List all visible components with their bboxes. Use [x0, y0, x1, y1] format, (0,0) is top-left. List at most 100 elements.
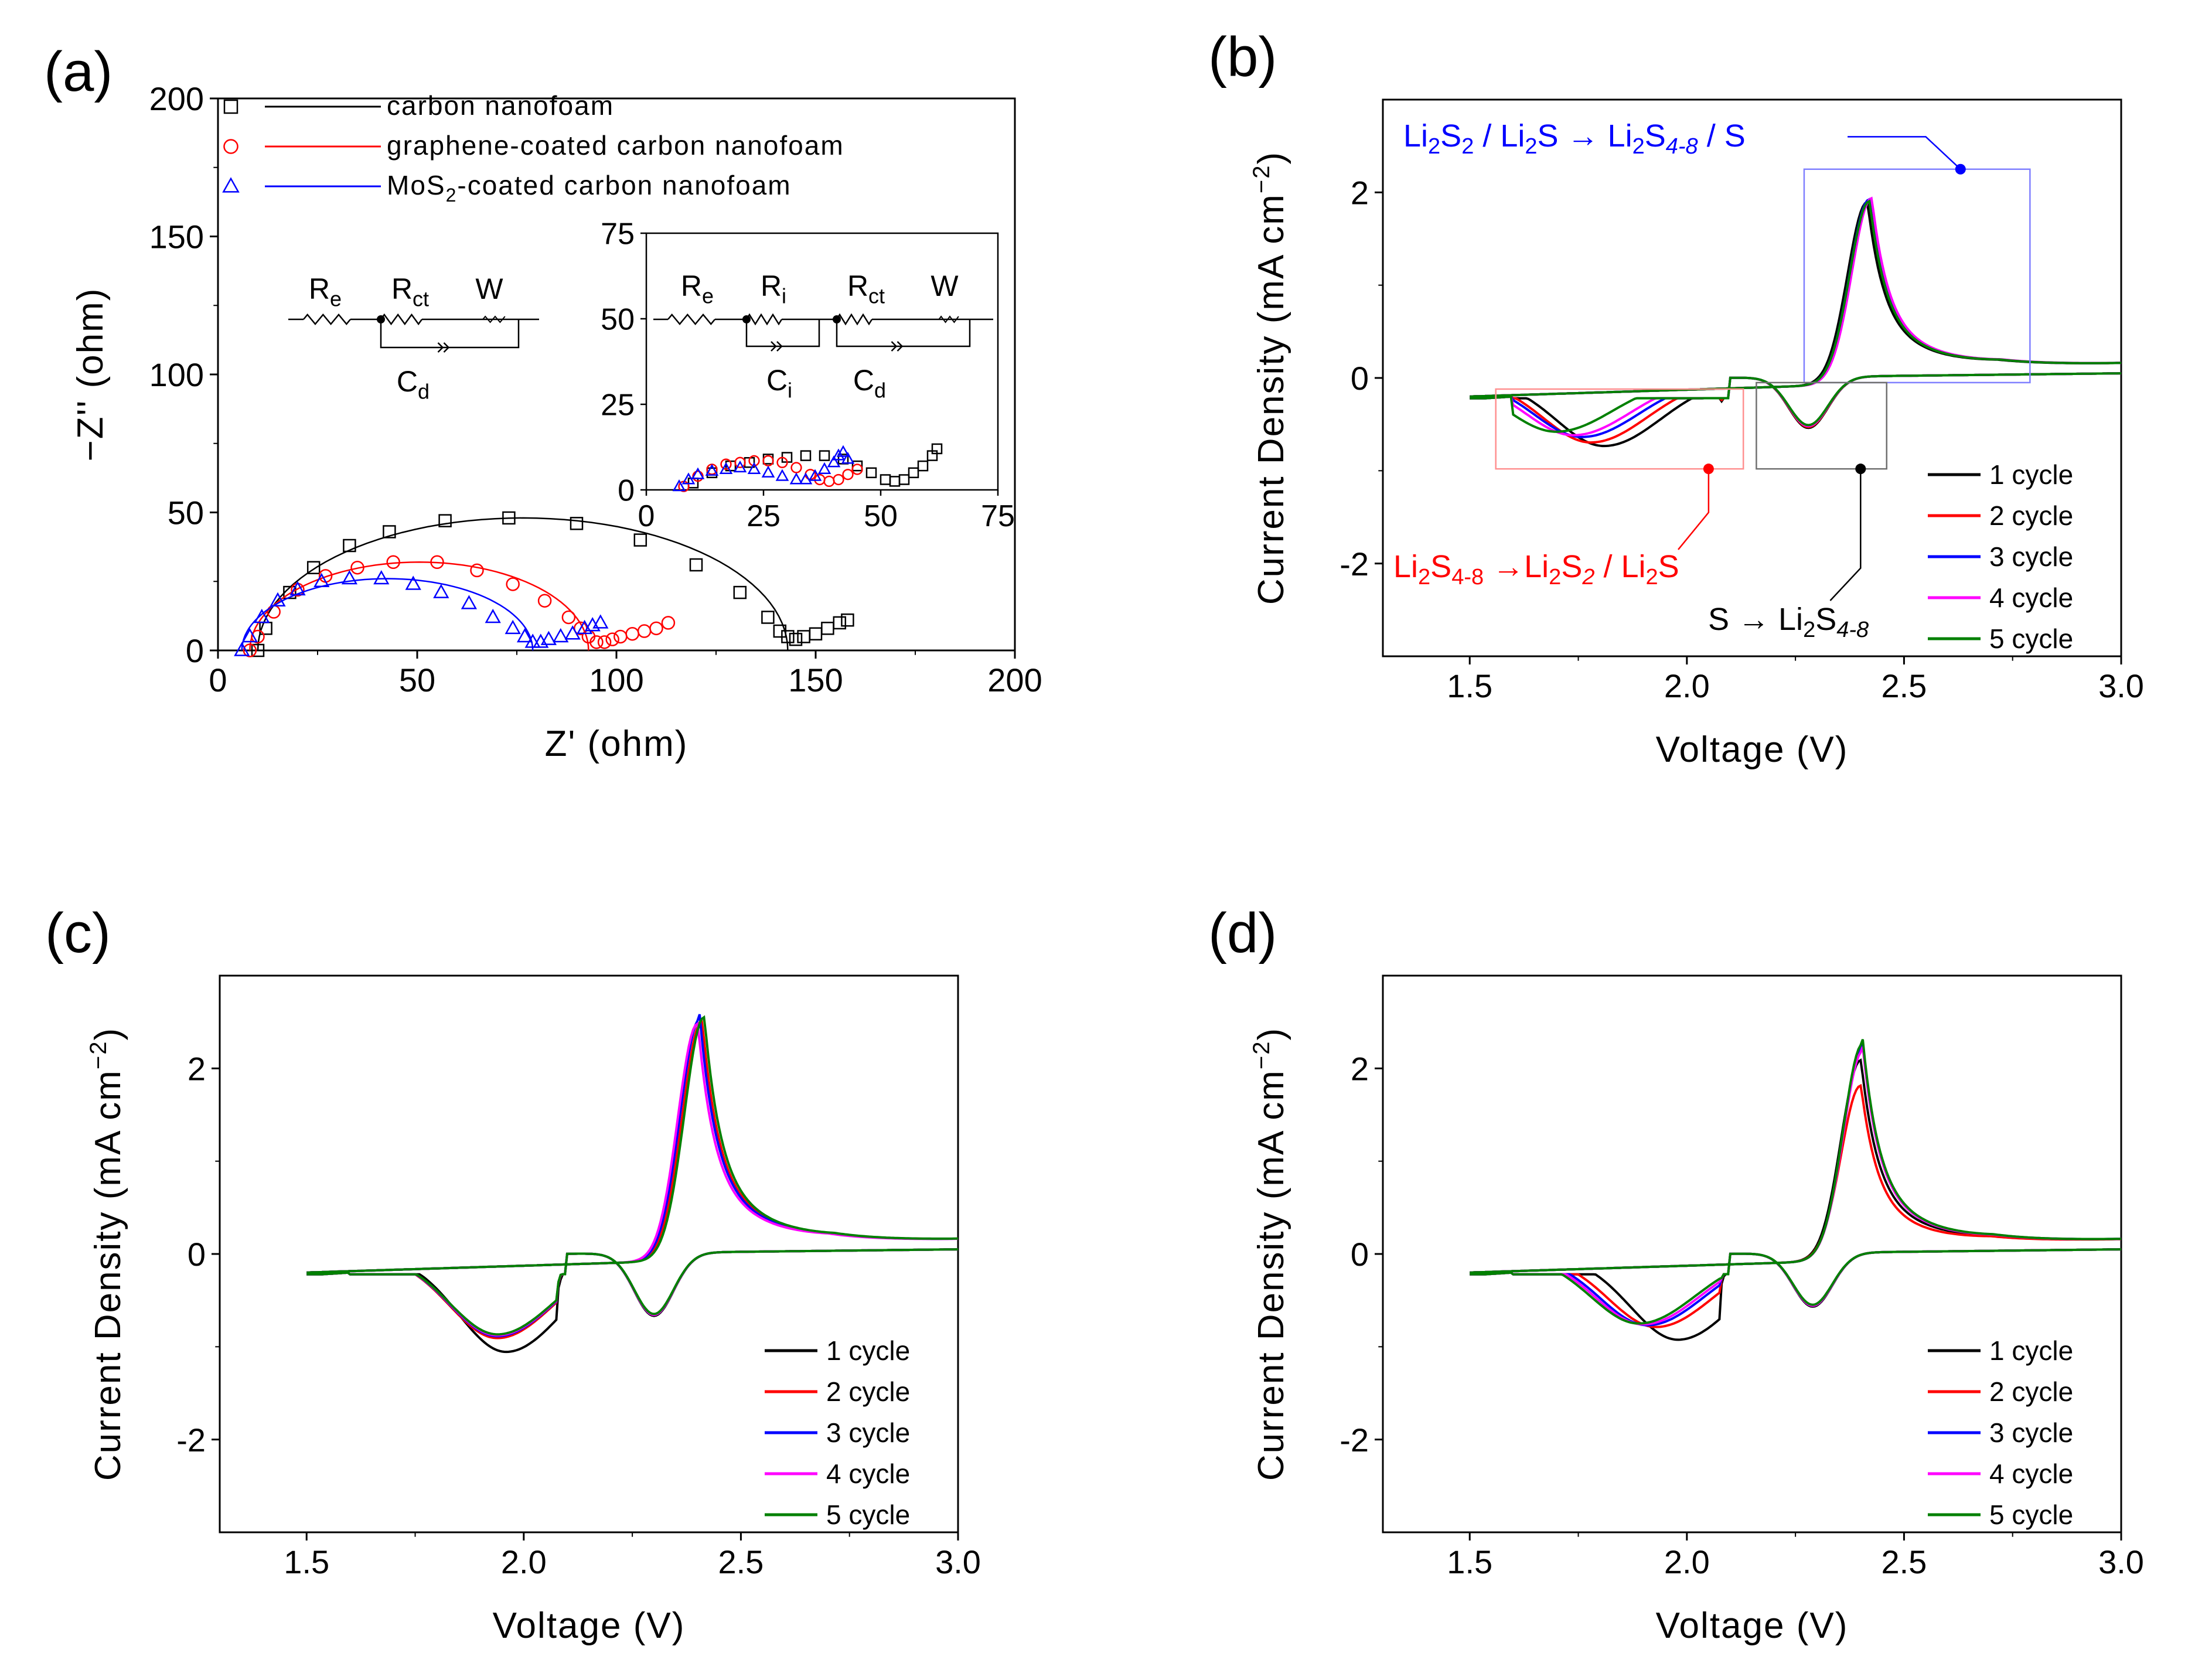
x-tick-label: 200 [987, 662, 1042, 698]
square-marker [797, 630, 810, 643]
legend: 1 cycle 2 cycle 3 cycle 4 cycle 5 cycle [1928, 1335, 2073, 1530]
triangle-marker [681, 472, 696, 485]
triangle-marker [373, 570, 390, 585]
square-marker [781, 630, 795, 643]
x-tick-label: 2.0 [1664, 667, 1710, 704]
square-marker [809, 627, 823, 640]
legend: 1 cycle 2 cycle 3 cycle 4 cycle 5 cycle [765, 1335, 910, 1530]
annotation-leader [1848, 136, 1961, 170]
y-axis-label: Current Density (mA cm−2) [86, 1027, 128, 1481]
fit-line [257, 517, 789, 651]
cv-series-1 [306, 1021, 959, 1354]
circuit-symbol: C [853, 364, 874, 397]
circle-marker [605, 632, 619, 646]
circuit-symbol: R [761, 270, 782, 302]
panel-d: (d) 1.5 2.0 2.5 3.0 -2 0 2 Voltage (V) Current De… [1208, 902, 2144, 1646]
annotation-subscript: 2 [1461, 134, 1474, 159]
y-axis-label-end: ) [88, 1027, 128, 1041]
annotation-text: / Li [1474, 118, 1525, 154]
cv-series-5 [1470, 1039, 2121, 1325]
anodic-sweep-line [1470, 198, 2122, 398]
cv-series-3 [1470, 1041, 2122, 1327]
annotation-subscript: 4-8 [1666, 134, 1698, 159]
annotation-text: S [1645, 118, 1666, 154]
circuit-subscript: e [702, 284, 714, 308]
square-marker [833, 616, 847, 630]
annotation-reduction-1: Li2S4-8 →Li2S2 / Li2S [1393, 549, 1679, 589]
cv-series-2 [1470, 198, 2122, 444]
annotation-text: S → Li [1538, 118, 1632, 154]
y-tick-label: 2 [1351, 1050, 1369, 1087]
annotation-text: Li [1393, 549, 1418, 584]
square-marker [283, 585, 296, 599]
triangle-marker [289, 581, 306, 596]
circle-marker [661, 616, 676, 630]
triangle-marker [761, 465, 775, 478]
parallel-branch [380, 319, 520, 349]
legend-label: 1 cycle [1989, 459, 2073, 490]
circle-marker [614, 629, 628, 644]
square-marker [851, 460, 863, 472]
circuit-symbol: R [309, 272, 330, 305]
annotation-text: S [1430, 549, 1451, 584]
x-tick-label: 50 [399, 662, 435, 698]
legend-label: carbon nanofoam [387, 90, 614, 121]
cv-series-3 [1470, 197, 2122, 438]
circle-marker [561, 610, 576, 625]
x-axis-label: Voltage (V) [1656, 730, 1849, 770]
legend-label: 3 cycle [826, 1417, 910, 1448]
annotation-text: S → Li [1708, 602, 1803, 637]
triangle-marker [234, 642, 250, 656]
square-marker [383, 525, 396, 539]
y-axis-label-end: ) [1251, 151, 1291, 165]
annotation-text: Li [1403, 118, 1428, 154]
x-tick-label: 1.5 [284, 1543, 329, 1580]
anodic-sweep-line [1470, 1039, 2121, 1274]
circuit-subscript: i [788, 379, 792, 403]
cpe-symbol [437, 342, 450, 353]
anodic-sweep-line [1470, 1058, 2122, 1274]
legend-label: 5 cycle [826, 1499, 910, 1530]
y-axis-label-superscript: −2 [1249, 1041, 1274, 1070]
panel-b: (b) 1.5 2.0 2.5 3.0 -2 0 2 Voltage (V) Current De… [1208, 26, 2144, 770]
annotation-text: S [1815, 602, 1836, 637]
x-tick-label: 3.0 [2098, 1543, 2144, 1580]
cpe-symbol [771, 341, 783, 352]
square-marker [438, 514, 452, 527]
circle-marker [790, 462, 802, 473]
square-marker [800, 450, 812, 461]
cv-series-4 [1470, 196, 2122, 437]
panel-c: (c) 1.5 2.0 2.5 3.0 -2 0 2 Voltage (V) Current De… [45, 902, 981, 1646]
square-marker [689, 558, 703, 572]
triangle-marker [808, 469, 822, 481]
circuit-subscript: d [418, 380, 430, 404]
reduction-highlight-box-1 [1495, 388, 1744, 470]
resistor-symbol [303, 313, 351, 325]
circuit-label: Ri [761, 270, 786, 308]
circuit-symbol: R [391, 272, 413, 305]
circuit-subscript: i [782, 284, 786, 308]
legend-label: 4 cycle [1989, 1458, 2073, 1489]
anodic-sweep-line [1470, 199, 2122, 398]
x-tick-label: 100 [589, 662, 643, 698]
square-marker [761, 611, 775, 624]
x-tick-label: 3.0 [935, 1543, 981, 1580]
circle-marker [776, 456, 788, 468]
legend-label: graphene-coated carbon nanofoam [387, 130, 844, 161]
cv-series-1 [1470, 200, 2122, 448]
annotation-subscript: 2 [1646, 565, 1658, 589]
resistor-symbol [380, 313, 423, 326]
cathodic-sweep-line [1470, 372, 2121, 444]
legend-label: MoS2-coated carbon nanofoam [387, 170, 792, 206]
y-axis-label-end: ) [1251, 1027, 1291, 1041]
legend: carbon nanofoam graphene-coated carbon na… [222, 90, 844, 206]
cpe-symbol [891, 341, 904, 352]
annotation-dot [1703, 463, 1714, 475]
legend-label-part: -coated carbon nanofoam [457, 170, 791, 200]
panel-label: (d) [1208, 902, 1277, 964]
parallel-branch [836, 319, 971, 347]
circle-marker [748, 455, 760, 467]
